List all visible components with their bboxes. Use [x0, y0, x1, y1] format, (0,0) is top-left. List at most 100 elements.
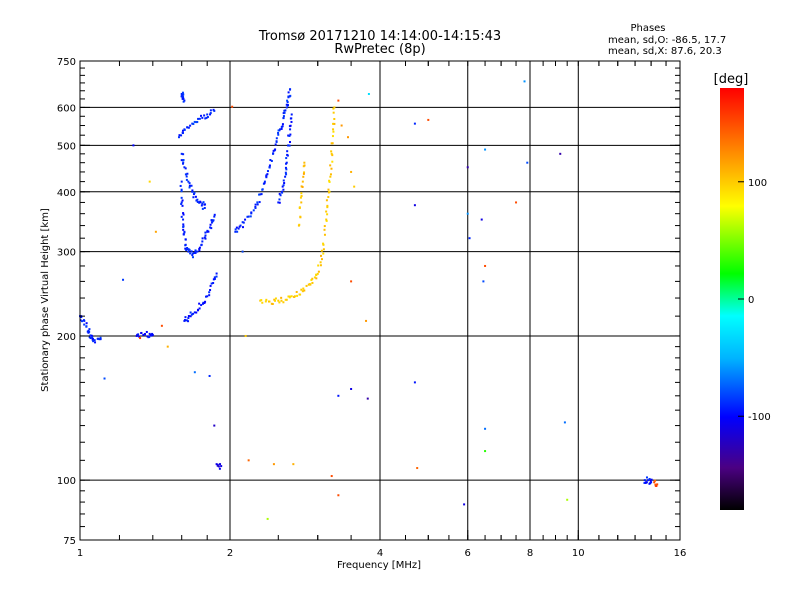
data-point [367, 92, 370, 95]
data-point [198, 117, 201, 120]
data-point [213, 424, 216, 427]
data-point [317, 264, 320, 267]
data-point [184, 243, 187, 246]
data-point [209, 289, 212, 292]
data-point [325, 210, 328, 213]
data-point [93, 339, 96, 342]
data-point [323, 233, 326, 236]
data-point [184, 247, 187, 250]
data-point [215, 275, 218, 278]
data-point [286, 150, 289, 153]
chart-subtitle: RwPretec (8p) [334, 42, 425, 57]
data-point [515, 201, 518, 204]
data-point [332, 122, 335, 125]
data-point [656, 483, 659, 486]
data-point [277, 201, 280, 204]
data-point [655, 484, 658, 487]
data-point [198, 249, 201, 252]
data-point [193, 191, 196, 194]
data-point [150, 334, 153, 337]
data-point [333, 106, 336, 109]
data-point [201, 237, 204, 240]
data-point [413, 204, 416, 207]
data-point [288, 144, 291, 147]
data-point [300, 288, 303, 291]
data-point [192, 193, 195, 196]
data-point [182, 159, 185, 162]
data-point [280, 190, 283, 193]
data-point [290, 295, 293, 298]
data-point [207, 230, 210, 233]
data-point [302, 172, 305, 175]
data-point [212, 219, 215, 222]
stats-o-line: mean, sd,O: -86.5, 17.7 [608, 35, 726, 46]
data-point [247, 215, 250, 218]
data-point [185, 319, 188, 322]
data-point [413, 122, 416, 125]
data-point [200, 244, 203, 247]
data-point [316, 272, 319, 275]
data-point [219, 463, 222, 466]
colorbar-label: [deg] [714, 72, 749, 87]
data-point [204, 300, 207, 303]
data-point [177, 136, 180, 139]
data-point [283, 111, 286, 114]
data-point [646, 479, 649, 482]
data-point [301, 290, 304, 293]
data-point [260, 193, 263, 196]
data-point [182, 100, 185, 103]
data-point [187, 250, 190, 253]
data-point [140, 332, 143, 335]
data-point [196, 120, 199, 123]
data-point [331, 160, 334, 163]
data-point [285, 157, 288, 160]
data-point [87, 329, 90, 332]
data-point [326, 204, 329, 207]
data-point [643, 481, 646, 484]
data-point [193, 371, 196, 374]
data-point [484, 148, 487, 151]
data-point [327, 188, 330, 191]
data-point [333, 122, 336, 125]
data-point [182, 218, 185, 221]
x-tick-label: 4 [377, 548, 383, 559]
data-point [185, 175, 188, 178]
data-point [328, 180, 331, 183]
data-point [197, 117, 200, 120]
data-point [302, 175, 305, 178]
data-point [271, 303, 274, 306]
data-point [181, 95, 184, 98]
data-point [272, 463, 275, 466]
data-point [268, 166, 271, 169]
data-point [268, 300, 271, 303]
data-point [340, 124, 343, 127]
data-point [309, 283, 312, 286]
data-point [296, 294, 299, 297]
data-point [293, 295, 296, 298]
data-point [252, 209, 255, 212]
data-point [278, 198, 281, 201]
data-point [278, 201, 281, 204]
data-point [353, 185, 356, 188]
data-point [178, 134, 181, 137]
data-point [213, 213, 216, 216]
data-point [295, 290, 298, 293]
data-point [208, 374, 211, 377]
data-point [290, 120, 293, 123]
data-point [265, 176, 268, 179]
data-point [154, 230, 157, 233]
data-point [201, 116, 204, 119]
data-point [191, 122, 194, 125]
data-point [526, 161, 529, 164]
stats-x-line: mean, sd,X: 87.6, 20.3 [608, 46, 722, 57]
data-point [99, 338, 102, 341]
colorbar-tick-label: 0 [748, 295, 754, 306]
data-point [145, 330, 148, 333]
data-point [215, 463, 218, 466]
data-point [204, 231, 207, 234]
data-point [331, 154, 334, 157]
data-point [301, 185, 304, 188]
data-point [189, 252, 192, 255]
data-point [182, 228, 185, 231]
data-point [181, 91, 184, 94]
